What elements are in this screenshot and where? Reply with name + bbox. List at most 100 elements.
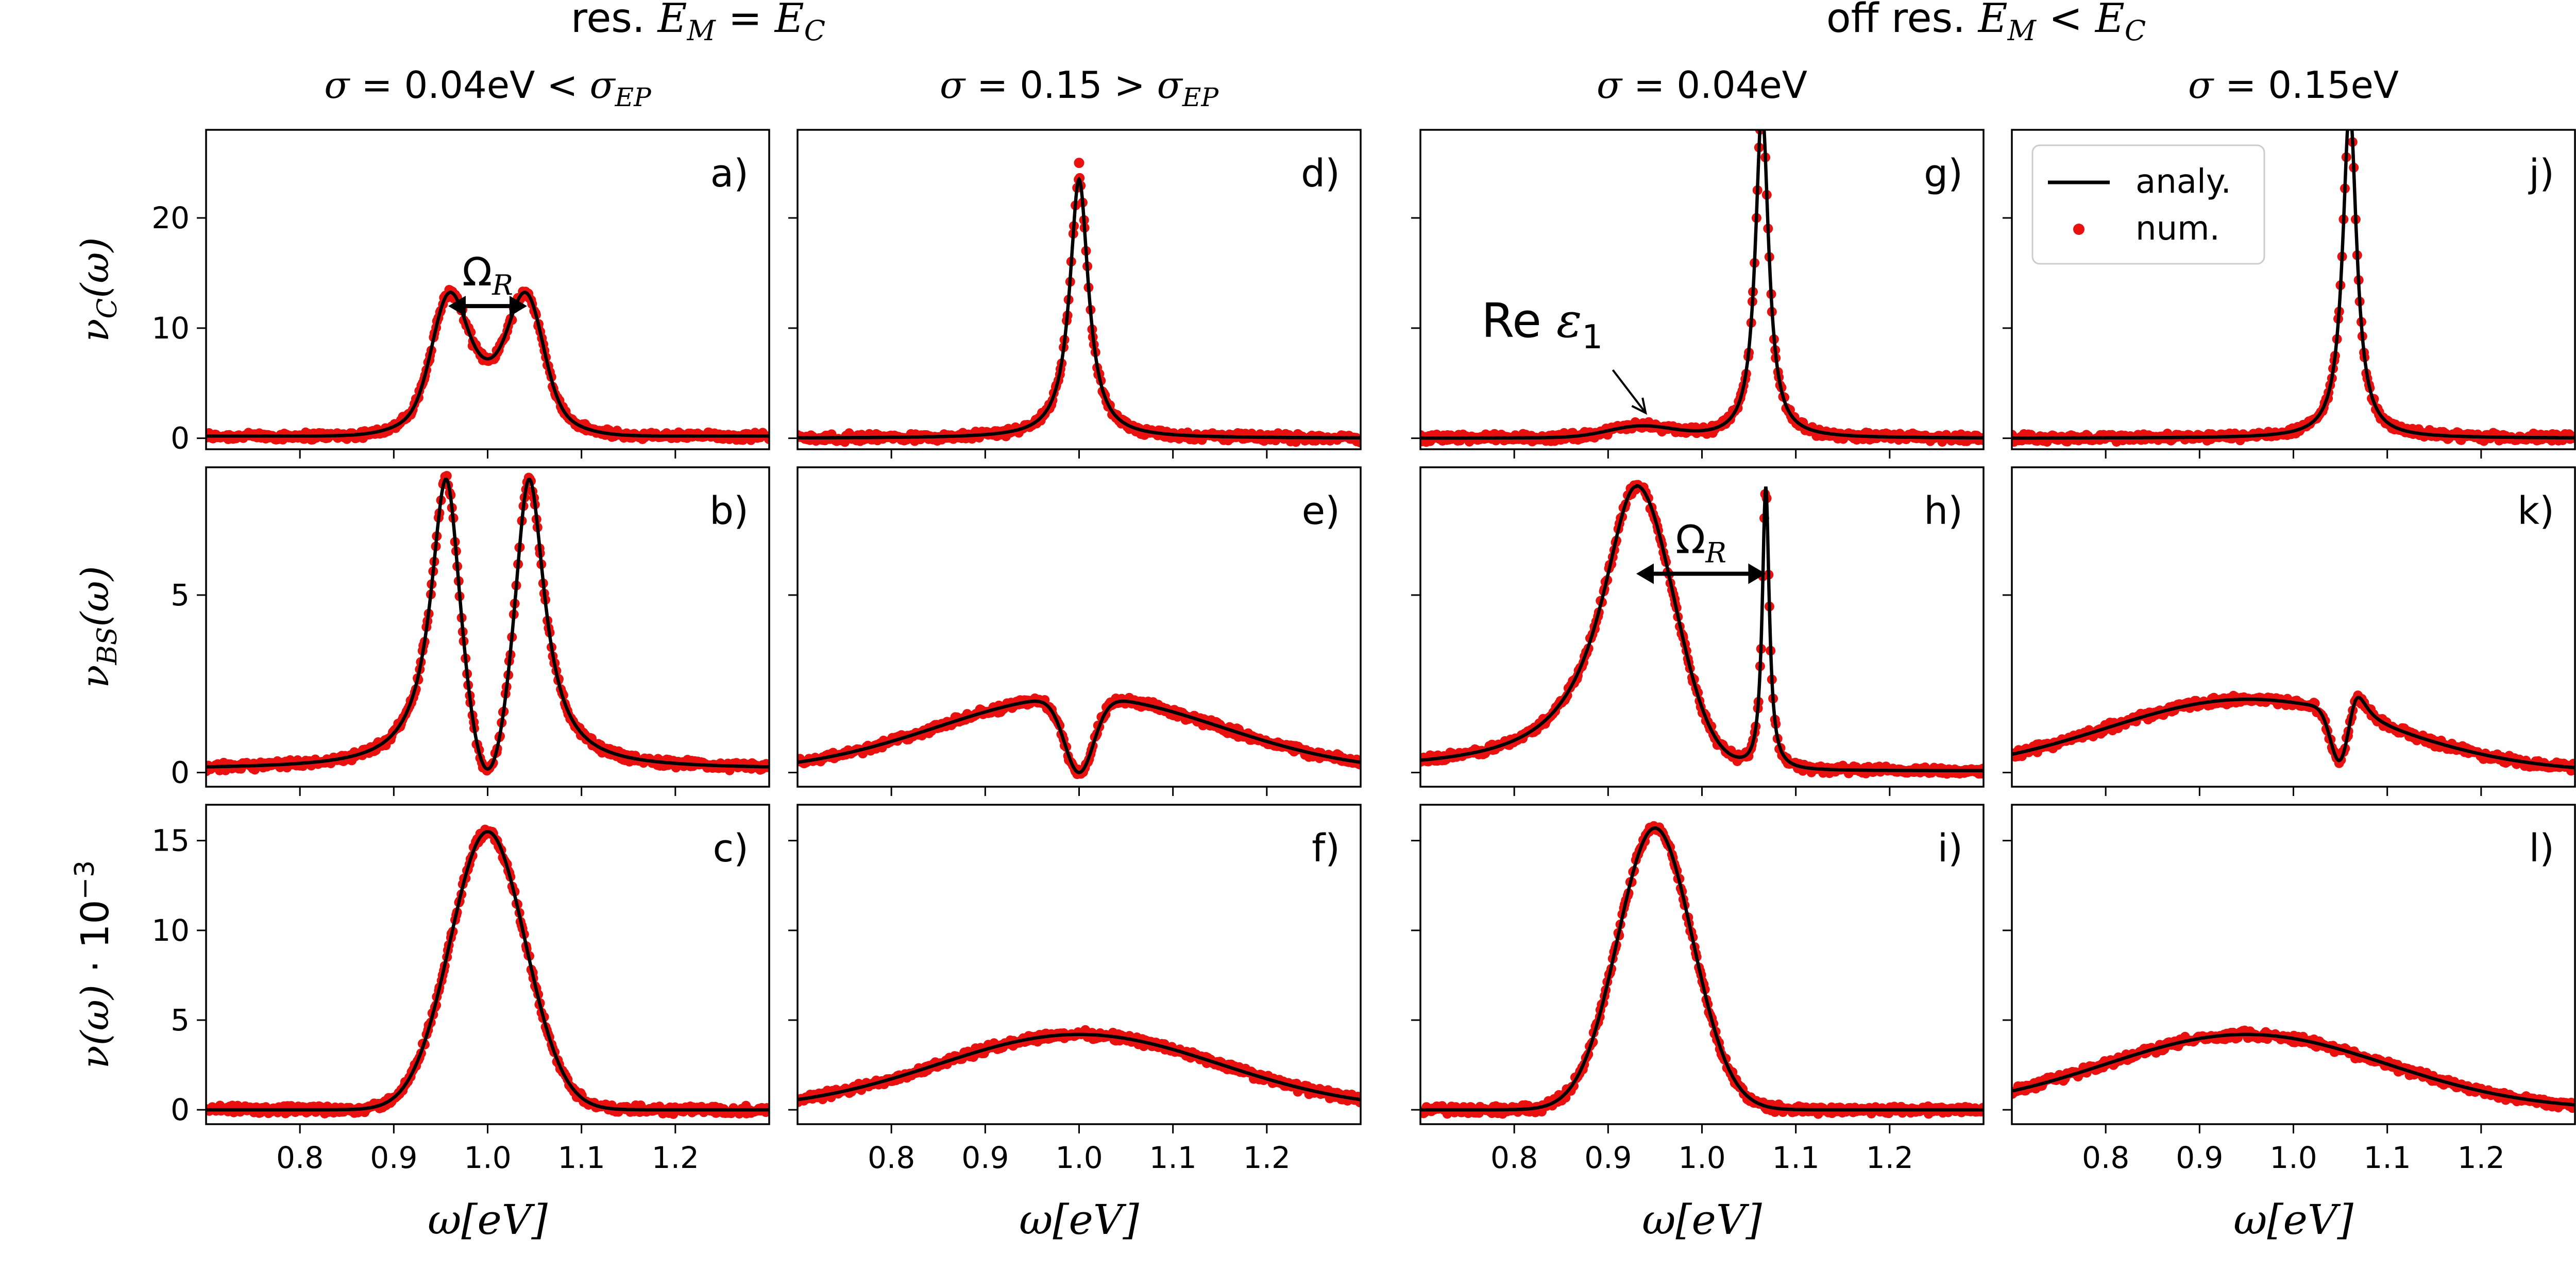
- panel-h: h) ΩR: [1411, 466, 1985, 796]
- analytic-curve: [798, 176, 1361, 440]
- data-point: [1355, 437, 1361, 448]
- column-titles: σ = 0.04eV < σEP σ = 0.15 > σEP σ = 0.04eV…: [324, 63, 2399, 112]
- data-point: [2344, 113, 2353, 123]
- column-title: σ = 0.04eV < σEP: [324, 63, 652, 112]
- panel-label: e): [1302, 489, 1340, 533]
- rabi-arrow-head: [448, 296, 466, 317]
- x-tick-label: 1.1: [1149, 1140, 1197, 1175]
- column-title: σ = 0.15 > σEP: [940, 63, 1219, 112]
- group-title-resonant: res. EM = EC: [571, 0, 825, 47]
- legend-label-analytic: analy.: [2136, 163, 2231, 201]
- row-y-labels: νC(ω) νBS(ω) ν(ω) · 10−3: [70, 238, 123, 1069]
- data-point: [1759, 115, 1769, 125]
- panel-grid: 0 10 20 a) ΩR 0 5 b) 0.8 0.9 1.0 1.1 1.2 0 5 10 15 c) d) e)…: [151, 106, 2576, 1175]
- re-eps-arrow: [1612, 369, 1647, 414]
- y-tick-label: 10: [151, 913, 190, 948]
- x-tick-label: 0.9: [370, 1140, 417, 1175]
- numeric-scatter: [206, 285, 769, 445]
- rabi-arrow-head: [1748, 563, 1766, 584]
- y-tick-label: 5: [171, 578, 190, 613]
- panel-k: k): [2003, 466, 2576, 796]
- panel-j: j) analy. num.: [2003, 106, 2576, 459]
- panel-e: e): [788, 466, 1362, 796]
- numeric-scatter: [206, 824, 769, 1119]
- analytic-curve: [1420, 484, 1984, 773]
- column-title: σ = 0.15eV: [2188, 63, 2399, 107]
- panel-i: 0.8 0.9 1.0 1.1 1.2i): [1411, 804, 1985, 1175]
- x-tick-label: 0.8: [868, 1140, 915, 1175]
- panel-d: d): [788, 129, 1362, 459]
- analytic-curve: [2012, 696, 2575, 770]
- panel-a: 0 10 20 a) ΩR: [151, 129, 770, 459]
- x-tick-label: 1.2: [652, 1140, 699, 1175]
- data-point: [2345, 106, 2355, 115]
- analytic-curve: [1420, 130, 1984, 440]
- numeric-scatter: [798, 158, 1361, 448]
- analytic-curve: [798, 699, 1361, 774]
- x-tick-label: 1.0: [1678, 1140, 1725, 1175]
- x-tick-label: 1.2: [1243, 1140, 1291, 1175]
- x-tick-label: 1.1: [1772, 1140, 1820, 1175]
- legend-marker-numeric: [2073, 224, 2084, 235]
- panel-b: 0 5 b): [171, 466, 770, 796]
- x-tick-label: 0.8: [1490, 1140, 1538, 1175]
- panel-label: h): [1924, 489, 1963, 533]
- y-tick-label: 20: [151, 200, 190, 235]
- x-tick-label: 0.8: [276, 1140, 324, 1175]
- panel-label: c): [713, 826, 749, 871]
- numeric-scatter: [798, 1025, 1361, 1108]
- panel-label: a): [710, 151, 749, 196]
- panel-label: d): [1301, 151, 1340, 196]
- analytic-curve: [206, 477, 769, 771]
- rabi-label: ΩR: [1675, 517, 1726, 569]
- x-tick-label: 1.0: [464, 1140, 511, 1175]
- legend-label-numeric: num.: [2136, 210, 2220, 248]
- data-point: [1074, 158, 1084, 168]
- panel-label: g): [1924, 151, 1963, 196]
- x-tick-label: 0.9: [1584, 1140, 1632, 1175]
- data-point: [1758, 110, 1768, 120]
- x-tick-label: 1.0: [1055, 1140, 1103, 1175]
- y-tick-label: 5: [171, 1003, 190, 1038]
- analytic-curve: [206, 829, 769, 1112]
- panel-frame: [205, 466, 770, 788]
- panel-label: j): [2528, 151, 2554, 196]
- panel-label: f): [1312, 826, 1340, 871]
- y-tick-label: 0: [171, 1092, 190, 1127]
- y-tick-label: 0: [171, 755, 190, 790]
- re-eps-arrow-head: [1631, 397, 1647, 415]
- x-tick-label: 0.9: [961, 1140, 1009, 1175]
- panel-c: 0.8 0.9 1.0 1.1 1.2 0 5 10 15 c): [151, 804, 770, 1175]
- panel-label: b): [709, 489, 749, 533]
- row-ylabel: ν(ω) · 10−3: [70, 860, 117, 1069]
- panel-label: k): [2517, 489, 2554, 533]
- rabi-label: ΩR: [462, 249, 513, 301]
- data-point: [2346, 115, 2356, 125]
- data-point: [2343, 115, 2353, 125]
- y-tick-label: 0: [171, 421, 190, 456]
- panel-l: 0.8 0.9 1.0 1.1 1.2l): [2003, 804, 2576, 1175]
- numeric-scatter: [1420, 110, 1984, 447]
- re-eps-label: Re ε1: [1481, 293, 1603, 357]
- analytic-curve: [1420, 826, 1984, 1112]
- panel-frame: [205, 804, 770, 1125]
- analytic-curve: [2012, 130, 2575, 440]
- y-tick-label: 15: [151, 823, 190, 858]
- row-ylabel: νC(ω): [73, 238, 123, 342]
- panel-frame: [1419, 129, 1985, 450]
- panel-label: i): [1938, 826, 1963, 871]
- column-title: σ = 0.04eV: [1597, 63, 1807, 107]
- rabi-arrow-head: [510, 296, 528, 317]
- row-ylabel: νBS(ω): [73, 566, 123, 688]
- x-tick-label: 1.1: [558, 1140, 605, 1175]
- numeric-scatter: [1420, 821, 1984, 1119]
- panel-f: 0.8 0.9 1.0 1.1 1.2 f): [788, 804, 1362, 1175]
- rabi-arrow-head: [1636, 563, 1654, 584]
- numeric-scatter: [206, 471, 769, 776]
- panel-g: g) Re ε1: [1411, 110, 1985, 459]
- y-tick-label: 10: [151, 311, 190, 346]
- group-title-off-resonant: off res. EM < EC: [1826, 0, 2146, 47]
- analytic-curve: [798, 1032, 1361, 1101]
- numeric-scatter: [798, 692, 1361, 779]
